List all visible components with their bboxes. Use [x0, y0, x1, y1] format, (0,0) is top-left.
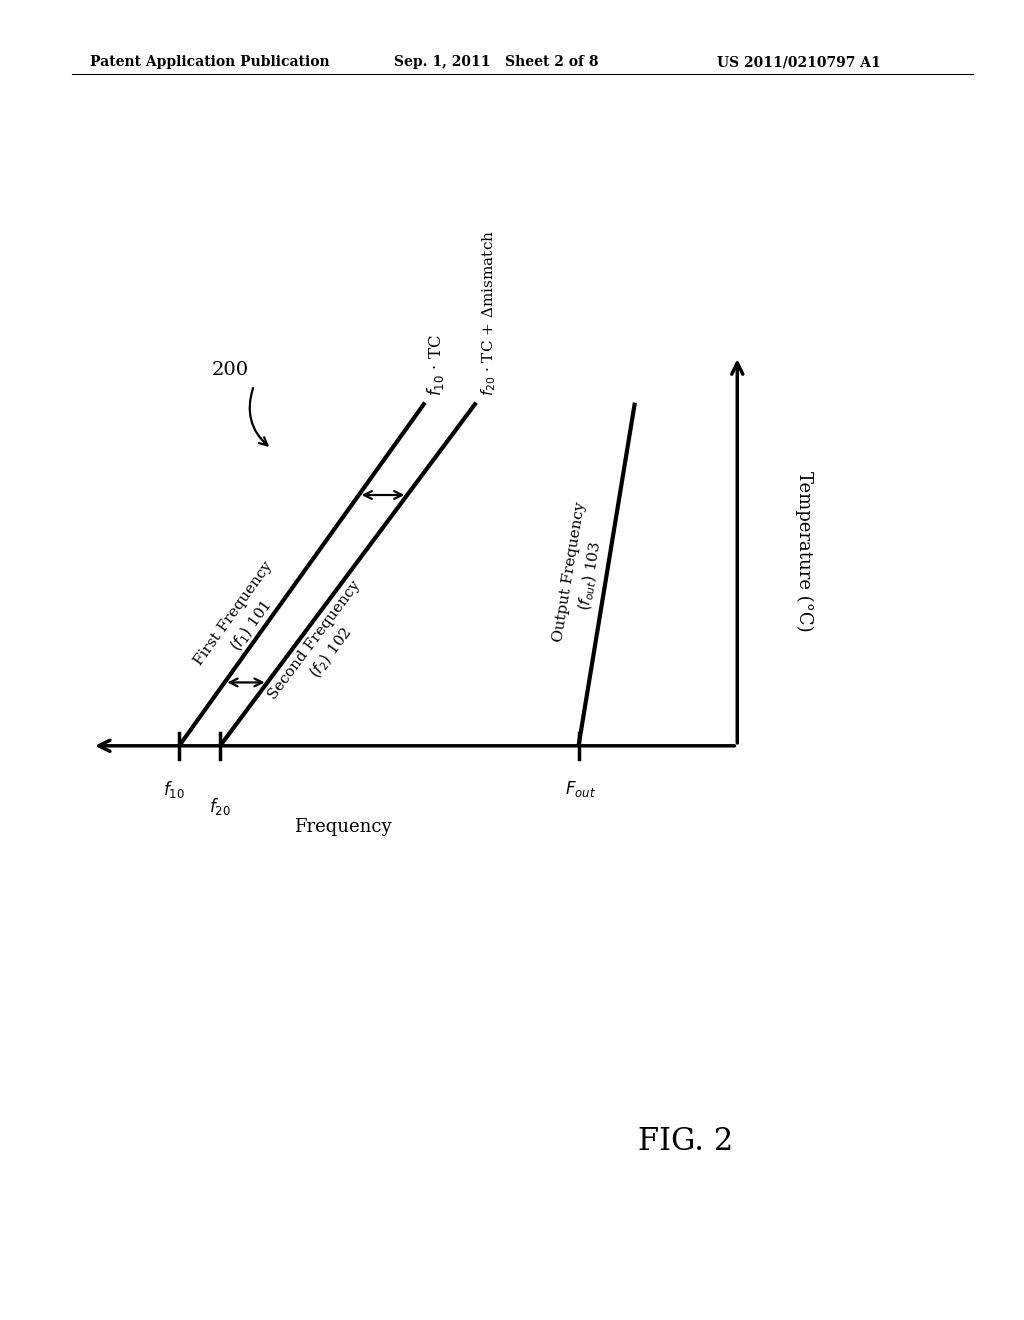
Text: $f_{20}$: $f_{20}$ — [209, 796, 231, 817]
Text: $F_{out}$: $F_{out}$ — [565, 779, 596, 799]
Text: Sep. 1, 2011   Sheet 2 of 8: Sep. 1, 2011 Sheet 2 of 8 — [394, 55, 599, 70]
Text: $f_{10}$: $f_{10}$ — [163, 779, 185, 800]
Text: 200: 200 — [212, 360, 249, 379]
Text: US 2011/0210797 A1: US 2011/0210797 A1 — [717, 55, 881, 70]
Text: Patent Application Publication: Patent Application Publication — [90, 55, 330, 70]
Text: $f_{20}$ · TC + Δmismatch: $f_{20}$ · TC + Δmismatch — [479, 230, 498, 396]
Text: Frequency: Frequency — [294, 818, 392, 837]
Text: $f_{10}$ · TC: $f_{10}$ · TC — [425, 334, 445, 396]
Text: First Frequency
$(f_1)$ 101: First Frequency $(f_1)$ 101 — [191, 558, 295, 682]
Text: FIG. 2: FIG. 2 — [638, 1126, 734, 1158]
Text: Output Frequency
$(f_{out})$ 103: Output Frequency $(f_{out})$ 103 — [551, 502, 611, 647]
Text: Second Frequency
$(f_2)$ 102: Second Frequency $(f_2)$ 102 — [265, 578, 382, 715]
Text: Temperature (°C): Temperature (°C) — [795, 471, 813, 631]
